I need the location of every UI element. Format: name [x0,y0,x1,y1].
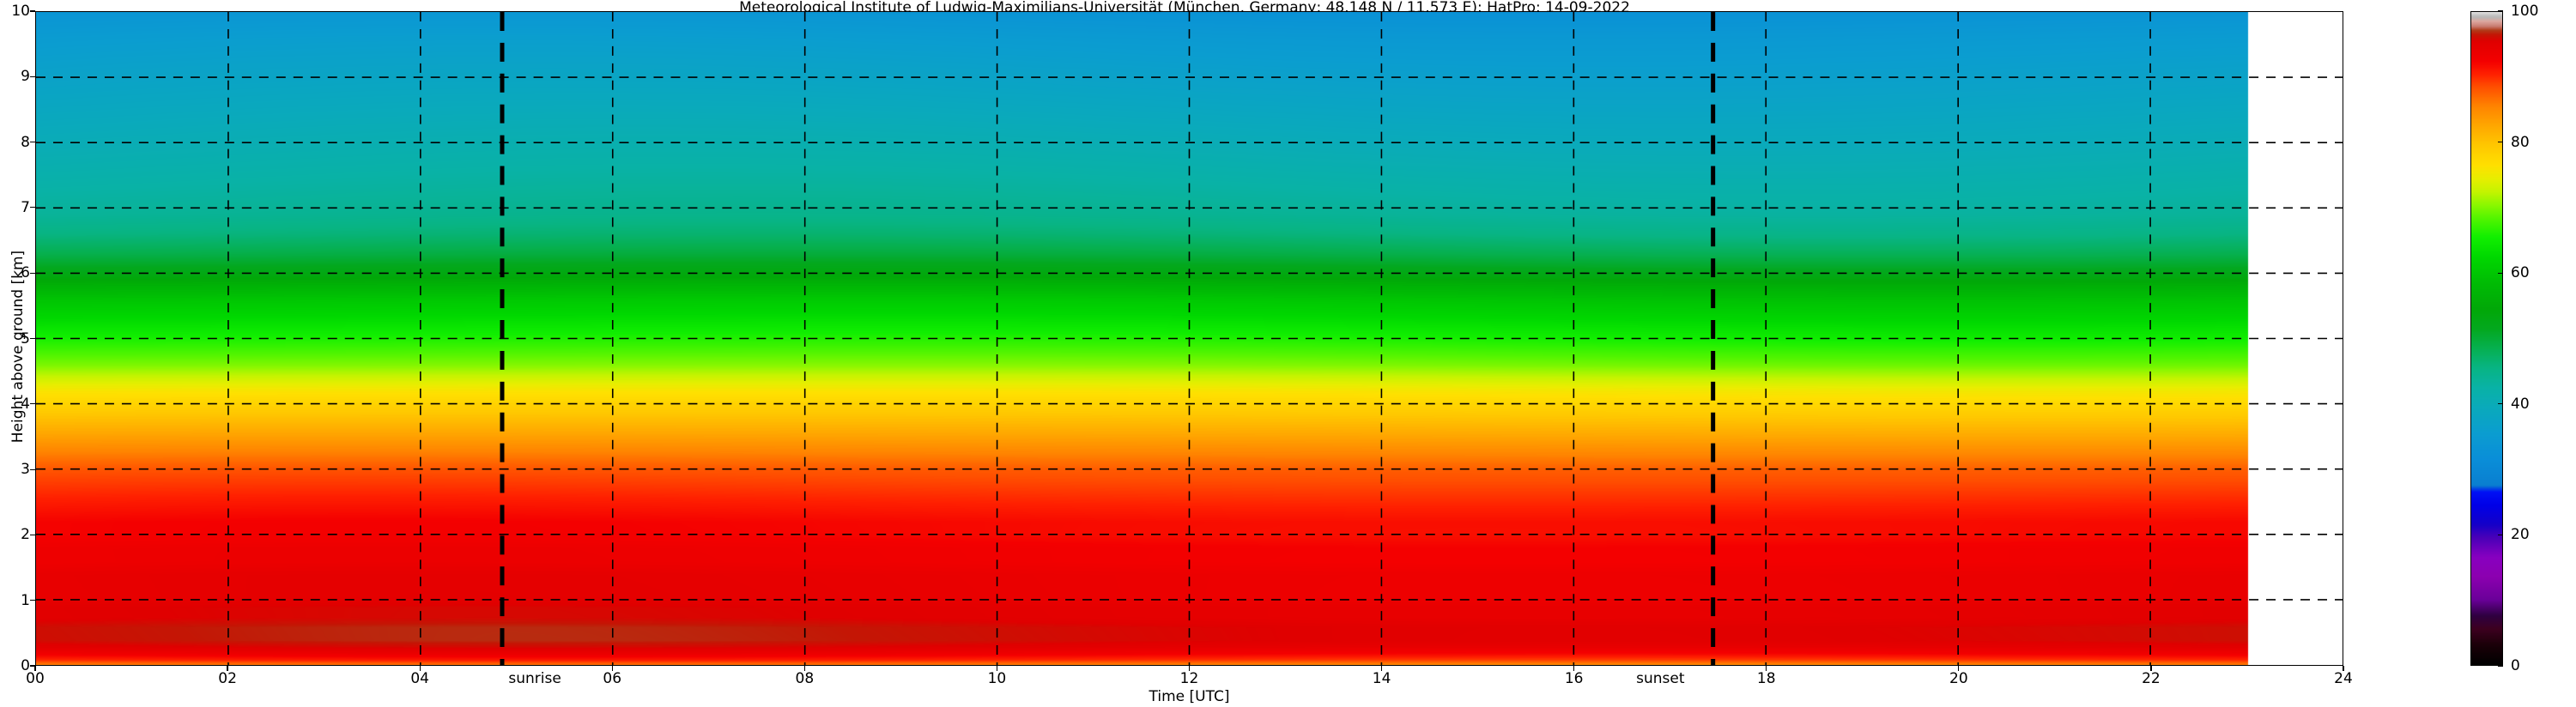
x-tick-mark [803,666,805,671]
x-tick-mark [1958,666,1960,671]
y-tick-label: 4 [21,395,30,413]
y-axis-label: Height above ground [km] [9,250,27,444]
y-tick-mark [30,76,35,77]
y-tick-label: 9 [21,68,30,86]
x-tick-label: 04 [410,670,429,687]
x-tick-label: 02 [218,670,237,687]
x-tick-mark [611,666,613,671]
y-tick-mark [30,665,35,667]
x-tick-mark [1188,666,1191,671]
humidity-heatmap [36,12,2343,665]
plot-area [35,11,2343,666]
colorbar-tick-mark [2498,10,2503,12]
x-tick-mark [1573,666,1575,671]
x-tick-label: 06 [603,670,622,687]
colorbar-tick-label: 100 [2511,3,2539,20]
x-tick-mark [34,666,36,671]
x-tick-mark [1766,666,1767,671]
x-tick-label: 00 [26,670,45,687]
sunset-annotation-label: sunset [1636,670,1685,687]
y-tick-label: 1 [21,591,30,609]
colorbar-tick-label: 20 [2511,526,2530,544]
colorbar-tick-label: 40 [2511,395,2530,413]
y-tick-label: 5 [21,329,30,347]
y-tick-mark [30,10,35,12]
colorbar-gradient [2470,11,2503,666]
y-tick-mark [30,337,35,340]
y-tick-label: 3 [21,461,30,479]
x-tick-mark [1380,666,1383,671]
x-tick-label: 16 [1564,670,1584,687]
y-tick-label: 0 [21,657,30,674]
y-tick-mark [30,272,35,274]
x-tick-label: 14 [1372,670,1391,687]
colorbar-tick-mark [2498,665,2503,667]
x-tick-label: 10 [987,670,1007,687]
x-tick-label: 12 [1179,670,1199,687]
y-tick-label: 8 [21,133,30,151]
colorbar-tick-mark [2498,403,2503,405]
sunrise-annotation-label: sunrise [508,670,561,687]
y-tick-label: 6 [21,264,30,282]
colorbar-tick-label: 80 [2511,133,2530,151]
y-tick-label: 7 [21,198,30,216]
y-tick-label: 10 [11,3,30,20]
x-tick-mark [2150,666,2152,671]
x-tick-label: 22 [2142,670,2161,687]
y-tick-mark [30,403,35,405]
colorbar [2470,11,2503,666]
x-tick-label: 18 [1756,670,1776,687]
y-tick-mark [30,207,35,208]
x-axis-label: Time [UTC] [1149,688,1230,705]
y-tick-mark [30,600,35,601]
y-tick-mark [30,468,35,470]
colorbar-tick-label: 0 [2511,657,2520,674]
x-tick-label: 24 [2334,670,2353,687]
colorbar-tick-mark [2498,272,2503,274]
y-tick-label: 2 [21,526,30,544]
x-tick-label: 20 [1949,670,1968,687]
x-tick-label: 08 [795,670,815,687]
x-tick-mark [419,666,421,671]
colorbar-tick-label: 60 [2511,264,2530,282]
